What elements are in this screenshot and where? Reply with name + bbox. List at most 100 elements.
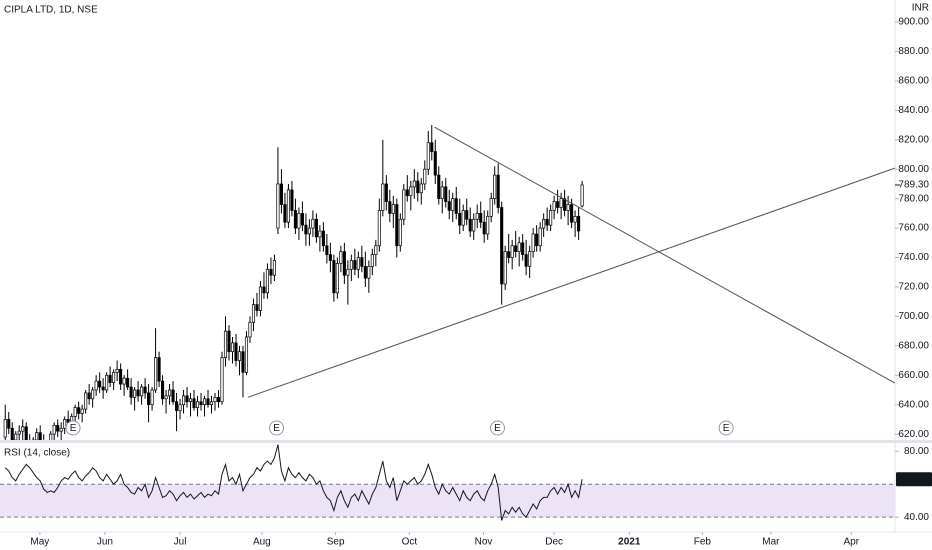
candle-body xyxy=(279,183,283,205)
candle-body xyxy=(126,377,130,388)
candle-body xyxy=(374,245,378,255)
candle-body xyxy=(524,254,528,267)
candle-body xyxy=(244,336,249,373)
candle-body xyxy=(251,304,256,323)
candle-body xyxy=(122,377,126,385)
candle-body xyxy=(195,401,200,408)
candle-body xyxy=(395,204,399,247)
candle-body xyxy=(479,213,483,223)
event-label: E xyxy=(494,423,501,434)
x-tick-label: Jul xyxy=(174,537,187,548)
candle-body xyxy=(136,389,140,397)
candle-body xyxy=(101,386,105,391)
rsi-line xyxy=(4,444,583,521)
candle-body xyxy=(570,204,574,223)
candle-body xyxy=(230,342,235,353)
candle-body xyxy=(237,351,242,361)
rsi-last-label: 63.01 xyxy=(901,474,926,485)
candle-body xyxy=(220,357,224,403)
candle-body xyxy=(94,380,98,391)
y-tick-label: 840.00 xyxy=(898,105,929,116)
candle-body xyxy=(10,427,14,440)
y-tick-label: 700.00 xyxy=(898,311,929,322)
candle-body xyxy=(255,304,259,311)
candle-body xyxy=(87,392,91,400)
currency: INR xyxy=(912,3,929,14)
rsi-band xyxy=(0,484,895,518)
x-tick-label: Feb xyxy=(694,537,712,548)
candle-body xyxy=(398,218,402,247)
candle-body xyxy=(461,210,465,226)
rsi-title: RSI (14, close) xyxy=(4,448,70,459)
candle-body xyxy=(454,198,458,214)
y-tick-label: 900.00 xyxy=(898,17,929,28)
symbol-title: CIPLA LTD, 1D, NSE xyxy=(4,5,98,16)
candle-body xyxy=(377,210,381,247)
candle-body xyxy=(566,204,570,211)
candle-body xyxy=(426,142,430,170)
event-marker xyxy=(65,420,81,436)
candle-body xyxy=(272,260,276,276)
event-label: E xyxy=(723,423,730,434)
candle-body xyxy=(199,401,203,406)
candle-body xyxy=(7,419,11,429)
candle-body xyxy=(381,183,385,211)
candle-body xyxy=(241,351,245,373)
candle-body xyxy=(325,245,329,255)
candle-body xyxy=(521,242,525,255)
candle-body xyxy=(577,215,581,232)
y-tick-label: 820.00 xyxy=(898,134,929,145)
candle-body xyxy=(77,407,81,414)
candle-body xyxy=(514,245,518,252)
candle-body xyxy=(363,266,367,279)
candle-body xyxy=(52,424,56,435)
candle-body xyxy=(157,357,161,382)
axes: 900.00 880.00 860.00 840.00 820.00 800.00 780.… xyxy=(30,17,932,548)
candle-body xyxy=(105,374,109,391)
event-label: E xyxy=(273,423,280,434)
candle-body xyxy=(496,174,500,208)
candle-body xyxy=(56,424,60,432)
candle-body xyxy=(171,389,175,403)
x-tick-label: Dec xyxy=(545,537,563,548)
x-tick-label: Nov xyxy=(475,537,493,548)
candle-body xyxy=(293,210,297,229)
candle-body xyxy=(563,198,567,211)
x-tick-label: Jun xyxy=(97,537,113,548)
event-marker xyxy=(489,420,505,436)
trend-line xyxy=(434,126,895,384)
candle-body xyxy=(545,218,549,226)
candle-body xyxy=(430,142,434,152)
candle-body xyxy=(549,210,553,226)
candle-body xyxy=(112,371,116,383)
x-tick-label: Mar xyxy=(762,537,780,548)
candle-body xyxy=(318,230,322,238)
candle-body xyxy=(314,218,318,238)
y-tick-label: 800.00 xyxy=(898,164,929,175)
candle-body xyxy=(489,198,493,217)
candle-body xyxy=(493,174,497,200)
candle-body xyxy=(265,268,270,294)
candle-body xyxy=(356,257,360,270)
candle-body xyxy=(458,213,462,226)
candle-body xyxy=(164,395,168,400)
y-tick-label: 620.00 xyxy=(898,429,929,440)
candle-body xyxy=(133,389,137,398)
candle-body xyxy=(486,215,490,235)
x-tick-label: 2021 xyxy=(618,537,641,548)
rsi-tick-label: 80.00 xyxy=(904,446,929,457)
candle-body xyxy=(475,213,479,220)
candle-body xyxy=(150,389,154,406)
candle-body xyxy=(63,419,67,429)
candle-body xyxy=(213,396,217,403)
candle-body xyxy=(35,432,39,440)
candle-body xyxy=(129,386,133,398)
candle-body xyxy=(517,242,521,252)
candle-body xyxy=(304,224,308,235)
candle-body xyxy=(500,207,504,285)
candle-body xyxy=(258,286,263,311)
candle-body xyxy=(154,357,158,391)
candle-body xyxy=(367,266,371,279)
x-tick-label: May xyxy=(30,537,49,548)
candle-body xyxy=(388,201,392,214)
